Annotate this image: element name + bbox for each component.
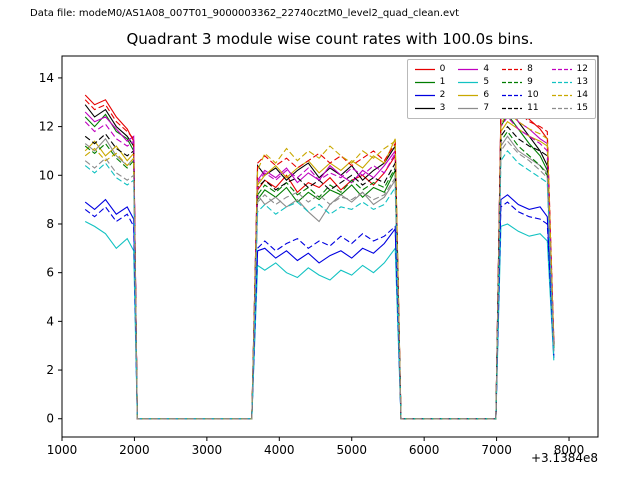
legend-entry-5: 5 — [458, 78, 489, 87]
legend-label: 3 — [439, 103, 446, 113]
y-tick-label: 4 — [46, 314, 54, 328]
series-line-12 — [84, 116, 555, 420]
x-offset-label: +3.1384e8 — [530, 451, 598, 465]
legend-entry-1: 1 — [414, 77, 446, 87]
y-tick-label: 0 — [46, 412, 54, 426]
legend-label: 6 — [483, 90, 490, 100]
legend-label: 15 — [576, 103, 588, 113]
legend-label: 0 — [439, 64, 446, 74]
series-line-15 — [84, 140, 555, 420]
legend-line-sample — [502, 81, 523, 84]
legend-label: 12 — [576, 64, 588, 74]
series-line-2 — [84, 194, 555, 420]
series-line-6 — [84, 120, 555, 420]
y-tick-label: 8 — [46, 217, 54, 231]
y-tick-label: 10 — [39, 168, 54, 182]
legend-label: 2 — [439, 90, 446, 100]
chart-title: Quadrant 3 module wise count rates with … — [126, 30, 534, 48]
series-line-13 — [84, 150, 555, 420]
legend-line-sample — [551, 81, 572, 84]
x-tick-label: 8000 — [554, 443, 585, 457]
y-tick-label: 2 — [46, 363, 54, 377]
x-tick-label: 6000 — [409, 443, 440, 457]
legend-entry-8: 8 — [502, 65, 538, 74]
legend-line-sample — [502, 94, 523, 97]
series-line-5 — [84, 221, 555, 420]
x-tick-label: 4000 — [264, 443, 295, 457]
series-line-0 — [84, 94, 555, 420]
series-line-14 — [84, 111, 555, 420]
legend-label: 11 — [527, 103, 539, 113]
legend-label: 5 — [483, 77, 490, 87]
legend-line-sample — [551, 107, 572, 110]
series-line-11 — [84, 125, 555, 420]
legend-entry-7: 7 — [458, 104, 489, 113]
series-line-3 — [84, 103, 555, 420]
y-tick-label: 12 — [39, 120, 54, 134]
series-line-10 — [84, 201, 555, 420]
legend-label: 13 — [576, 77, 588, 87]
legend-label: 8 — [527, 64, 533, 74]
x-tick-label: 1000 — [47, 443, 78, 457]
legend-entry-12: 12 — [551, 64, 588, 74]
legend-entry-4: 4 — [458, 65, 489, 74]
y-tick-label: 14 — [39, 71, 54, 85]
x-tick-label: 3000 — [192, 443, 223, 457]
x-tick-label: 5000 — [336, 443, 367, 457]
legend-line-sample — [458, 68, 479, 71]
legend-entry-11: 11 — [502, 103, 539, 113]
legend-entry-3: 3 — [414, 103, 446, 113]
data-file-label: Data file: modeM0/AS1A08_007T01_90000033… — [30, 8, 460, 19]
legend-line-sample — [502, 68, 523, 71]
series-line-8 — [84, 99, 555, 420]
legend-label: 7 — [483, 103, 490, 113]
legend-entry-0: 0 — [414, 64, 446, 74]
legend-entry-10: 10 — [502, 90, 539, 100]
legend-label: 9 — [527, 77, 533, 87]
x-tick-label: 7000 — [481, 443, 512, 457]
legend-label: 1 — [439, 77, 446, 87]
series-line-7 — [84, 135, 555, 420]
series-line-1 — [84, 113, 555, 420]
legend-label: 10 — [527, 90, 539, 100]
legend-line-sample — [414, 107, 435, 110]
legend-line-sample — [551, 94, 572, 97]
legend-line-sample — [458, 94, 479, 97]
legend-line-sample — [502, 107, 523, 110]
legend-line-sample — [458, 107, 479, 110]
x-tick-label: 2000 — [119, 443, 150, 457]
legend-entry-13: 13 — [551, 77, 588, 87]
legend-entry-15: 15 — [551, 103, 588, 113]
y-tick-label: 6 — [46, 266, 54, 280]
legend-entry-2: 2 — [414, 90, 446, 100]
legend-entry-14: 14 — [551, 90, 588, 100]
series-line-9 — [84, 130, 555, 420]
legend: 0 1 2 3 4 5 6 7 8 9 10 11 12 13 14 15 — [406, 59, 596, 119]
legend-entry-9: 9 — [502, 78, 538, 87]
legend-line-sample — [458, 81, 479, 84]
legend-label: 14 — [576, 90, 588, 100]
legend-entry-6: 6 — [458, 91, 489, 100]
legend-line-sample — [551, 68, 572, 71]
legend-line-sample — [414, 81, 435, 84]
legend-line-sample — [414, 94, 435, 97]
legend-line-sample — [414, 68, 435, 71]
legend-label: 4 — [483, 64, 490, 74]
axes-frame — [61, 55, 599, 438]
